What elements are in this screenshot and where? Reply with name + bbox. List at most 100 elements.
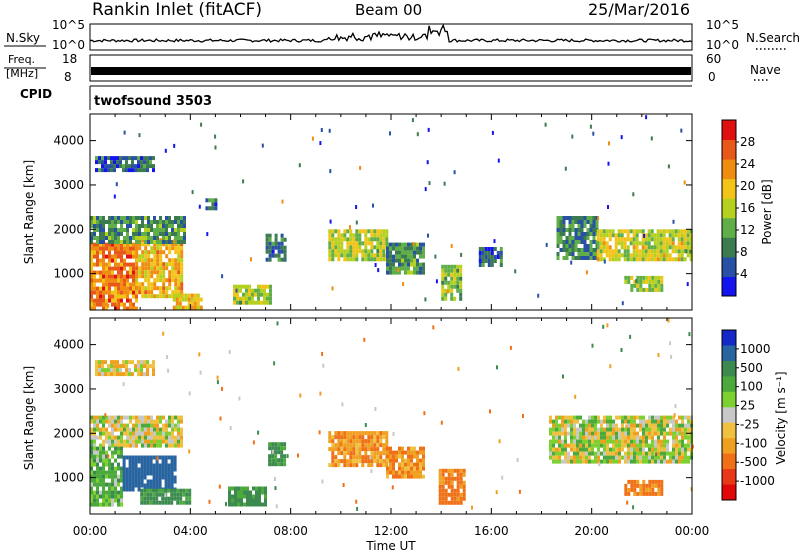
heatmap-cell bbox=[627, 447, 630, 452]
heatmap-cell bbox=[677, 229, 681, 234]
heatmap-speckle bbox=[341, 402, 344, 407]
heatmap-cell bbox=[126, 306, 129, 311]
heatmap-cell bbox=[447, 500, 451, 505]
heatmap-cell bbox=[478, 263, 482, 267]
heatmap-speckle bbox=[374, 407, 377, 411]
heatmap-cell bbox=[686, 233, 690, 238]
heatmap-cell bbox=[152, 496, 156, 501]
heatmap-cell bbox=[665, 237, 669, 242]
heatmap-cell bbox=[490, 247, 494, 251]
heatmap-cell bbox=[156, 266, 160, 271]
heatmap-cell bbox=[268, 241, 272, 246]
heatmap-cell bbox=[280, 233, 284, 238]
heatmap-cell bbox=[128, 463, 132, 468]
heatmap-cell bbox=[233, 292, 236, 297]
heatmap-cell bbox=[565, 236, 569, 240]
heatmap-cell bbox=[140, 483, 144, 488]
heatmap-cell bbox=[585, 419, 588, 424]
heatmap-cell bbox=[246, 502, 249, 507]
heatmap-cell bbox=[105, 415, 108, 420]
heatmap-cell bbox=[606, 431, 609, 436]
heatmap-cell bbox=[630, 455, 633, 460]
heatmap-cell bbox=[108, 224, 111, 228]
heatmap-cell bbox=[579, 435, 582, 440]
heatmap-cell bbox=[404, 470, 407, 475]
heatmap-cell bbox=[102, 228, 105, 232]
heatmap-cell bbox=[677, 257, 681, 262]
heatmap-cell bbox=[407, 450, 410, 455]
heatmap-speckle bbox=[416, 132, 419, 137]
heatmap-speckle bbox=[377, 268, 380, 273]
heatmap-cell bbox=[233, 288, 236, 293]
heatmap-speckle bbox=[391, 485, 394, 490]
heatmap-cell bbox=[358, 233, 362, 238]
heatmap-cell bbox=[150, 262, 154, 267]
heatmap-cell bbox=[648, 443, 651, 448]
heatmap-cell bbox=[274, 233, 278, 238]
heatmap-speckle bbox=[453, 170, 456, 175]
heatmap-cell bbox=[444, 476, 448, 481]
heatmap-cell bbox=[146, 368, 149, 373]
heatmap-cell bbox=[111, 435, 114, 440]
heatmap-cell bbox=[361, 249, 365, 254]
heatmap-cell bbox=[648, 447, 651, 452]
heatmap-cell bbox=[173, 492, 177, 497]
heatmap-cell bbox=[90, 232, 93, 236]
heatmap-cell bbox=[343, 459, 347, 464]
heatmap-cell bbox=[370, 447, 374, 452]
heatmap-cell bbox=[564, 451, 567, 456]
heatmap-cell bbox=[490, 251, 494, 255]
heatmap-cell bbox=[159, 262, 163, 267]
heatmap-cell bbox=[90, 258, 93, 263]
heatmap-cell bbox=[162, 282, 166, 287]
heatmap-cell bbox=[129, 306, 132, 311]
heatmap-cell bbox=[153, 435, 156, 440]
heatmap-cell bbox=[132, 246, 135, 251]
heatmap-cell bbox=[644, 249, 648, 254]
heatmap-cell bbox=[174, 236, 177, 240]
heatmap-cell bbox=[416, 258, 419, 263]
heatmap-cell bbox=[120, 266, 123, 271]
heatmap-cell bbox=[441, 496, 445, 501]
heatmap-cell bbox=[96, 423, 99, 428]
heatmap-speckle bbox=[571, 134, 574, 139]
heatmap-cell bbox=[111, 470, 114, 475]
heatmap-cell bbox=[114, 439, 117, 444]
heatmap-speckle bbox=[206, 232, 209, 237]
heatmap-cell bbox=[134, 168, 137, 173]
heatmap-cell bbox=[596, 237, 600, 242]
heatmap-cell bbox=[379, 435, 383, 440]
colorbar-tick-label: 4 bbox=[740, 267, 748, 281]
heatmap-cell bbox=[117, 242, 120, 247]
heatmap-cell bbox=[571, 224, 575, 228]
heatmap-cell bbox=[111, 298, 114, 303]
heatmap-speckle bbox=[123, 130, 126, 135]
heatmap-cell bbox=[364, 455, 368, 460]
heatmap-cell bbox=[240, 498, 243, 503]
heatmap-cell bbox=[280, 454, 284, 459]
heatmap-speckle bbox=[680, 128, 683, 133]
heatmap-cell bbox=[556, 244, 560, 248]
heatmap-cell bbox=[573, 443, 576, 448]
heatmap-cell bbox=[174, 270, 178, 275]
heatmap-cell bbox=[190, 301, 194, 306]
heatmap-cell bbox=[144, 415, 147, 420]
heatmap-cell bbox=[355, 435, 359, 440]
heatmap-cell bbox=[93, 298, 96, 303]
heatmap-cell bbox=[422, 466, 425, 471]
heatmap-cell bbox=[447, 476, 451, 481]
heatmap-cell bbox=[111, 462, 114, 467]
heatmap-cell bbox=[450, 500, 454, 505]
heatmap-speckle bbox=[257, 430, 260, 435]
heatmap-cell bbox=[603, 435, 606, 440]
heatmap-cell bbox=[177, 262, 181, 267]
heatmap-cell bbox=[343, 435, 347, 440]
heatmap-cell bbox=[379, 455, 383, 460]
heatmap-cell bbox=[96, 228, 99, 232]
heatmap-cell bbox=[666, 423, 669, 428]
heatmap-cell bbox=[125, 487, 129, 492]
heatmap-cell bbox=[122, 168, 125, 173]
heatmap-cell bbox=[597, 431, 600, 436]
